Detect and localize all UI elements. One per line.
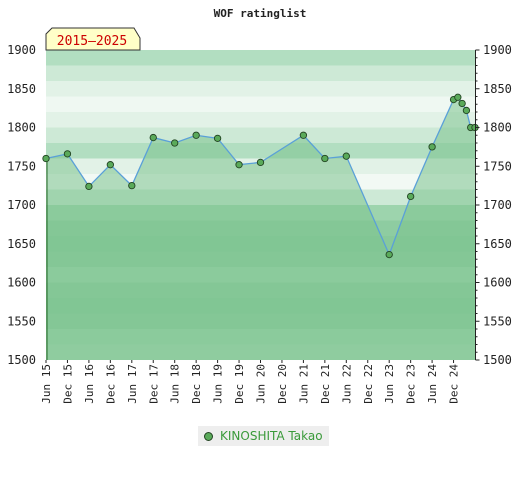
data-point-15 bbox=[406, 192, 415, 201]
period-badge-label: 2015–2025 bbox=[57, 34, 127, 49]
data-point-20 bbox=[462, 106, 471, 115]
band-4 bbox=[46, 112, 475, 128]
x-tick-label: Dec 17 bbox=[147, 364, 160, 404]
x-tick-label: Jun 15 bbox=[40, 364, 53, 404]
y-tick-label-right: 1900 bbox=[483, 43, 512, 57]
x-tick-label: Dec 16 bbox=[104, 364, 117, 404]
data-point-16 bbox=[428, 143, 436, 151]
data-point-0 bbox=[42, 154, 50, 163]
x-tick-label: Jun 18 bbox=[169, 364, 182, 404]
legend-marker-icon bbox=[204, 431, 213, 441]
legend: KINOSHITA Takao bbox=[198, 426, 329, 446]
data-point-13 bbox=[342, 152, 350, 160]
x-tick-label: Jun 16 bbox=[83, 364, 96, 404]
x-tick-label: Dec 22 bbox=[362, 364, 375, 404]
y-tick-label-left: 1750 bbox=[7, 159, 36, 173]
band-5 bbox=[46, 127, 475, 143]
y-tick-label-right: 1700 bbox=[483, 198, 512, 212]
y-tick-label-right: 1500 bbox=[483, 353, 512, 367]
data-point-3 bbox=[106, 161, 115, 169]
y-tick-label-left: 1700 bbox=[7, 198, 36, 212]
x-tick-label: Jun 17 bbox=[126, 364, 139, 404]
chart-title: WOF ratinglist bbox=[214, 7, 307, 20]
data-point-11 bbox=[299, 131, 308, 139]
data-point-12 bbox=[321, 154, 329, 163]
x-tick-label: Dec 18 bbox=[190, 364, 203, 404]
x-tick-label: Dec 23 bbox=[405, 364, 418, 404]
area-fill bbox=[46, 97, 475, 361]
data-point-18 bbox=[454, 93, 462, 101]
data-points bbox=[42, 93, 479, 259]
y-tick-label-left: 1500 bbox=[7, 353, 36, 367]
x-tick-label: Jun 23 bbox=[383, 364, 396, 404]
x-tick-label: Dec 19 bbox=[233, 364, 246, 404]
legend-series-name: KINOSHITA Takao bbox=[220, 429, 323, 443]
y-tick-label-right: 1850 bbox=[483, 82, 512, 96]
data-point-2 bbox=[85, 182, 93, 191]
band-3 bbox=[46, 96, 475, 112]
band-2 bbox=[46, 81, 475, 97]
band-6 bbox=[46, 143, 475, 159]
y-tick-label-left: 1600 bbox=[7, 276, 36, 290]
x-tick-label: Dec 21 bbox=[319, 364, 332, 404]
x-tick-label: Jun 24 bbox=[426, 364, 439, 404]
data-point-19 bbox=[458, 99, 466, 108]
data-point-5 bbox=[149, 133, 157, 142]
data-point-14 bbox=[385, 250, 393, 259]
data-point-1 bbox=[63, 150, 72, 158]
y-tick-label-right: 1650 bbox=[483, 237, 512, 251]
y-axis-left: 1500 1550 1600 1650 1700 1750 1800 1850 1900 bbox=[7, 43, 36, 367]
y-tick-label-left: 1900 bbox=[7, 43, 36, 57]
y-tick-label-left: 1550 bbox=[7, 314, 36, 328]
period-badge: 2015–2025 bbox=[45, 27, 141, 51]
x-tick-label: Jun 22 bbox=[340, 364, 353, 404]
data-point-8 bbox=[213, 134, 222, 143]
data-point-10 bbox=[256, 158, 265, 167]
period-badge-shape bbox=[45, 27, 141, 51]
y-tick-label-right: 1800 bbox=[483, 121, 512, 135]
band-1 bbox=[46, 65, 475, 81]
x-tick-label: Jun 19 bbox=[212, 364, 225, 404]
x-tick-label: Dec 15 bbox=[61, 364, 74, 404]
y-tick-label-right: 1550 bbox=[483, 314, 512, 328]
area-path bbox=[46, 97, 475, 361]
data-point-6 bbox=[171, 139, 179, 147]
x-axis: Jun 15 Dec 15 Jun 16 Dec 16 Jun 17 Dec 17 Jun … bbox=[40, 360, 461, 404]
x-tick-label: Jun 21 bbox=[297, 364, 310, 404]
y-tick-label-right: 1750 bbox=[483, 159, 512, 173]
data-point-7 bbox=[192, 131, 200, 139]
band-0 bbox=[46, 50, 475, 66]
y-tick-label-right: 1600 bbox=[483, 276, 512, 290]
data-point-9 bbox=[235, 161, 243, 169]
y-tick-label-left: 1850 bbox=[7, 82, 36, 96]
y-tick-label-left: 1650 bbox=[7, 237, 36, 251]
y-axis-right: 1500 1550 1600 1650 1700 1750 1800 1850 1900 bbox=[475, 43, 512, 367]
x-tick-label: Jun 20 bbox=[255, 364, 268, 404]
x-tick-label: Dec 24 bbox=[448, 364, 461, 404]
data-point-4 bbox=[128, 181, 136, 190]
x-tick-label: Dec 20 bbox=[276, 364, 289, 404]
y-tick-label-left: 1800 bbox=[7, 121, 36, 135]
